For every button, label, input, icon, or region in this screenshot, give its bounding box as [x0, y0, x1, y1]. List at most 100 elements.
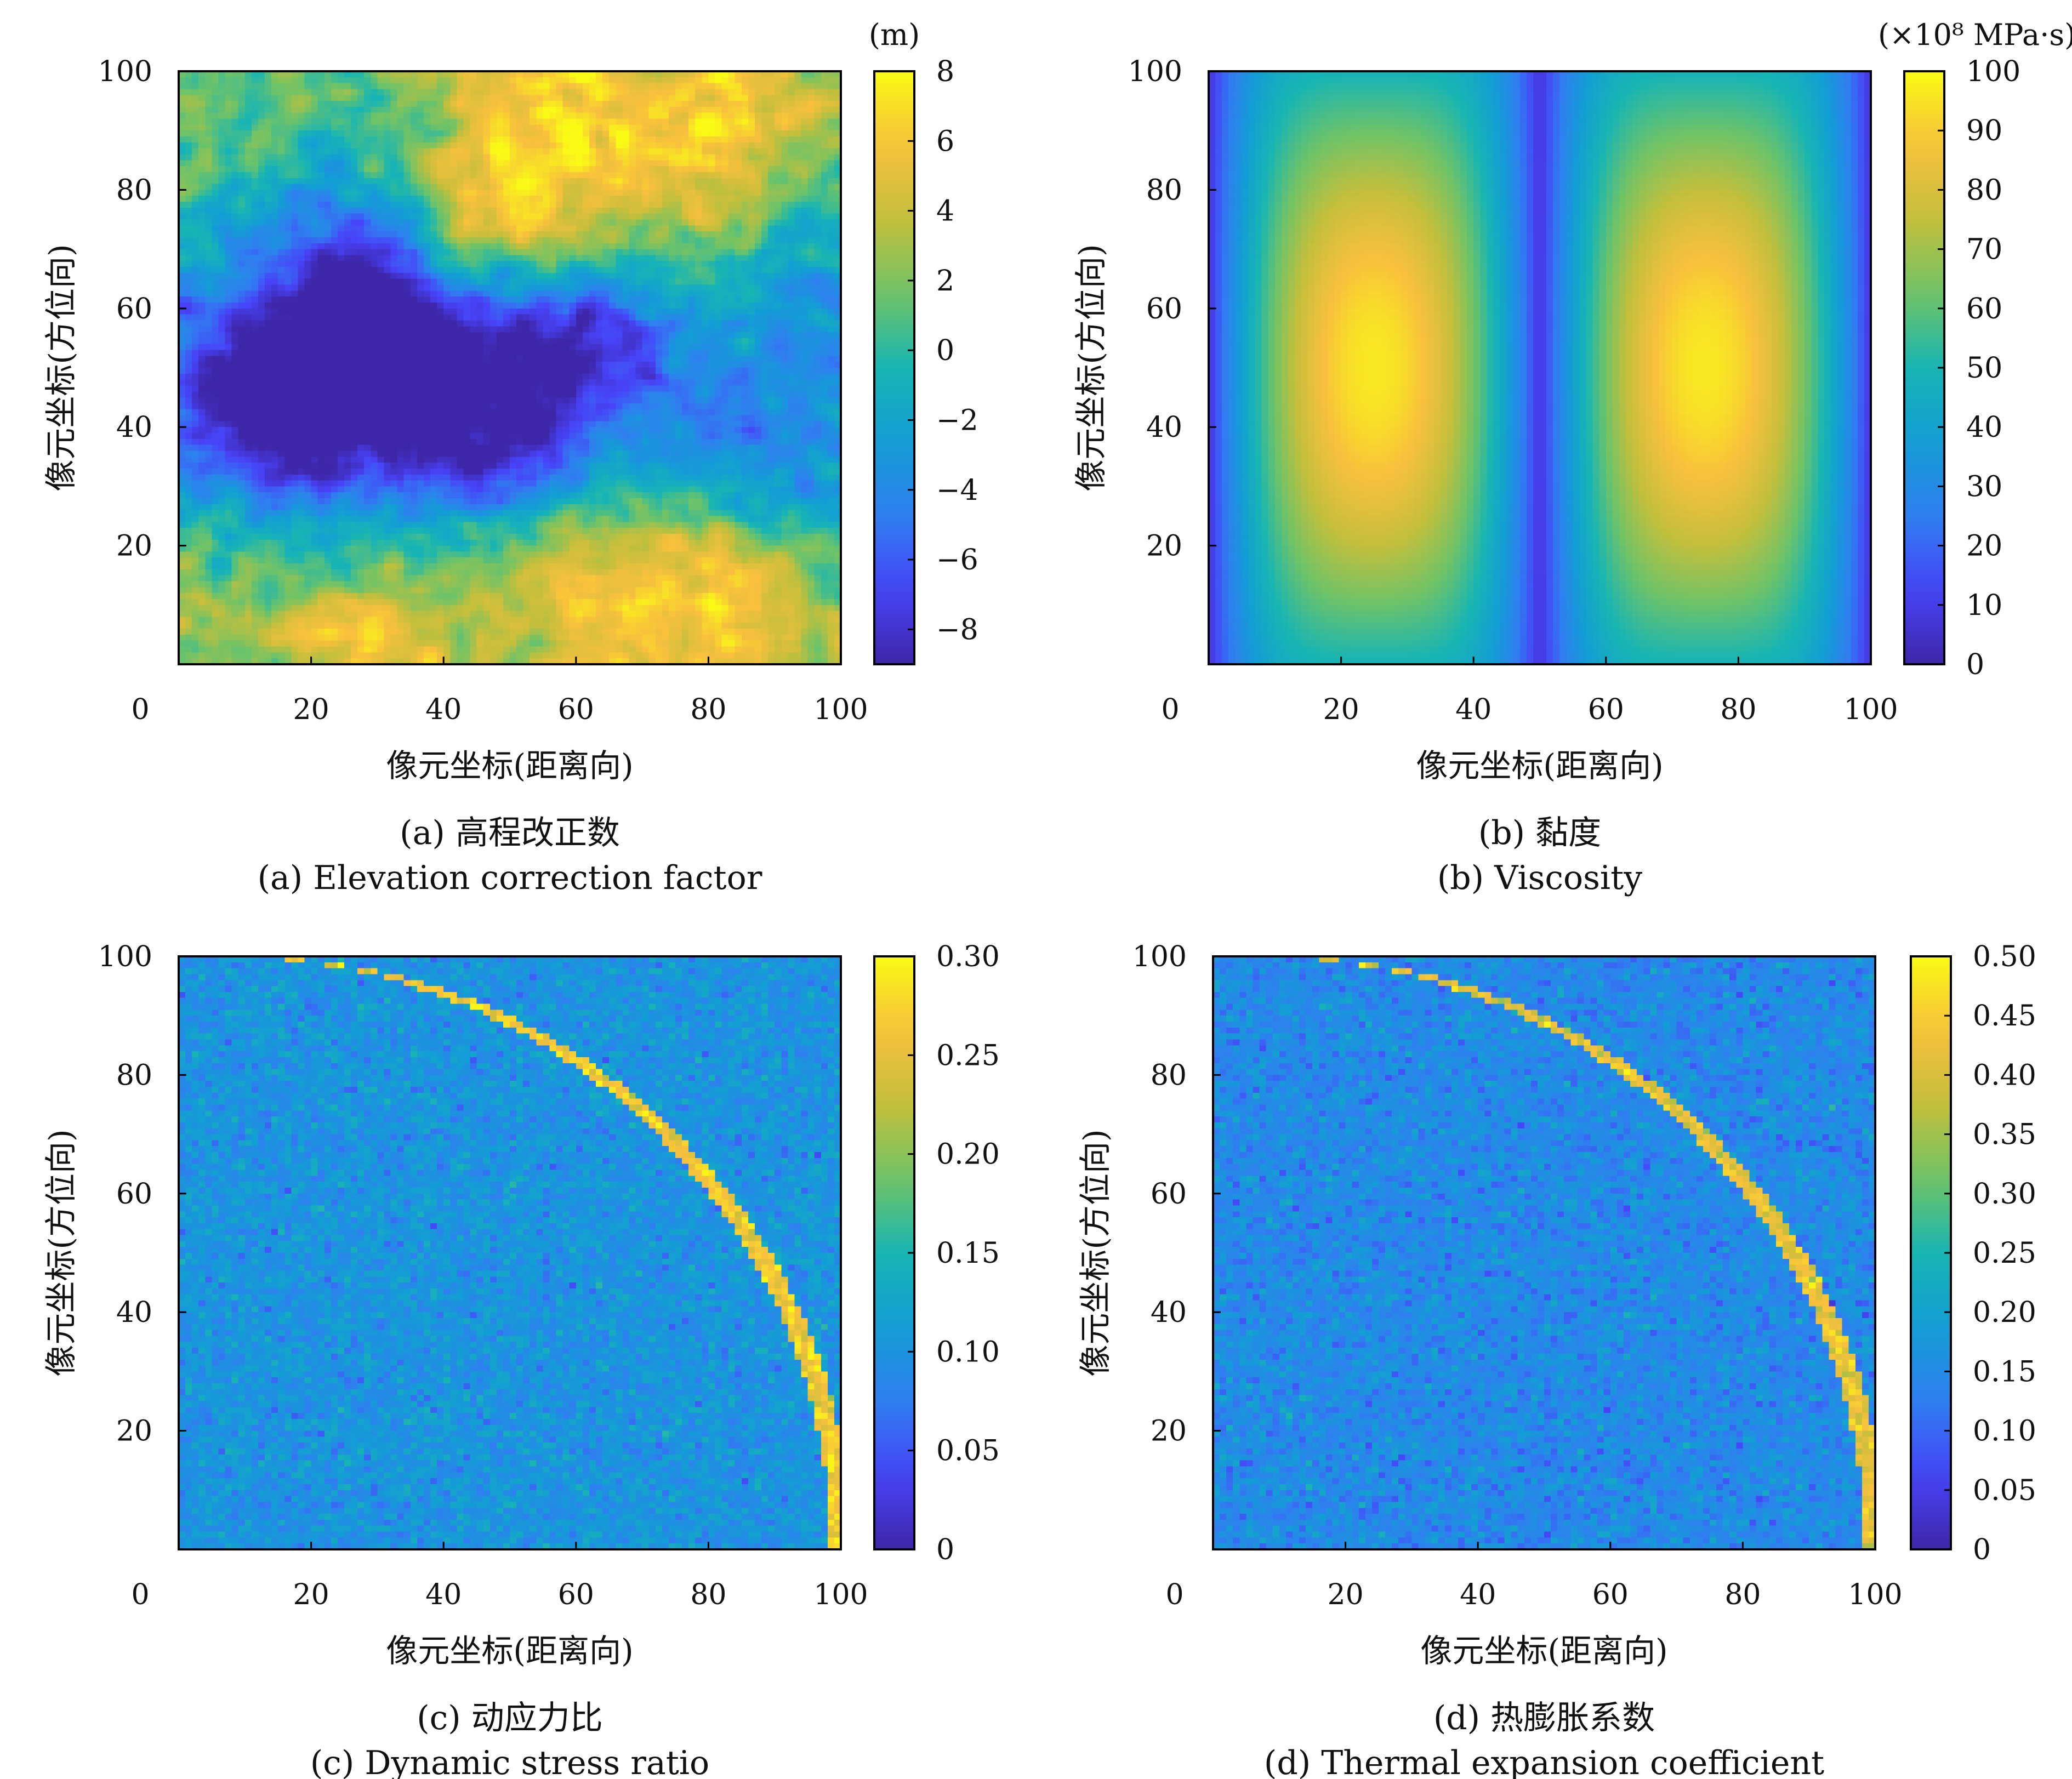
colorbar-tick-label-a: 6 — [936, 125, 954, 158]
x-tick-label-c: 60 — [558, 1578, 594, 1611]
colorbar-tick-label-a: −4 — [936, 474, 978, 507]
x-tick-label-a: 60 — [558, 693, 594, 726]
colorbar-tick-label-c: 0.20 — [936, 1138, 1000, 1171]
colorbar-tick-label-b: 100 — [1966, 55, 2020, 88]
heatmap-image-d — [1213, 956, 1875, 1549]
colorbar-b — [1903, 70, 1945, 665]
y-tick-label-a: 40 — [116, 411, 152, 444]
colorbar-tick-label-d: 0.40 — [1973, 1059, 2036, 1092]
colorbar-tick-label-c: 0.25 — [936, 1039, 1000, 1072]
colorbar-tick-label-d: 0.10 — [1973, 1415, 2036, 1448]
x-tick-label-d: 0 — [1165, 1578, 1183, 1611]
y-tick-label-d: 80 — [1151, 1059, 1187, 1092]
colorbar-tick-label-b: 10 — [1966, 589, 2002, 622]
colorbar-tick-label-b: 50 — [1966, 352, 2002, 385]
colorbar-tick-label-b: 20 — [1966, 530, 2002, 563]
plot-frame-d — [1212, 955, 1876, 1550]
y-tick-label-a: 80 — [116, 174, 152, 207]
y-tick-label-d: 100 — [1132, 940, 1187, 973]
x-tick-label-c: 40 — [425, 1578, 462, 1611]
y-tick-label-a: 60 — [116, 293, 152, 326]
colorbar-tick-label-c: 0.10 — [936, 1336, 1000, 1369]
colorbar-tick-label-b: 80 — [1966, 174, 2002, 207]
chart-panel-a: 0 20 40 60 80 10020406080100像元坐标(距离向)像元坐标(方位向… — [42, 18, 978, 897]
colorbar-tick-label-d: 0 — [1973, 1533, 1991, 1566]
colorbar-tick-label-c: 0.15 — [936, 1237, 1000, 1270]
caption-zh-a: (a) 高程改正数 — [400, 814, 620, 852]
chart-panel-b: 0 20 40 60 80 10020406080100像元坐标(距离向)像元坐标(方位向… — [1072, 18, 2072, 897]
colorbar-tick-label-b: 40 — [1966, 411, 2002, 444]
colorbar-tick-label-b: 0 — [1966, 648, 1984, 681]
colorbar-unit-a: (m) — [869, 18, 920, 52]
x-tick-label-c: 0 — [131, 1578, 149, 1611]
colorbar-tick-label-c: 0 — [936, 1533, 954, 1566]
x-tick-label-d: 20 — [1328, 1578, 1364, 1611]
plot-frame-c — [178, 955, 842, 1550]
colorbar-tick-label-a: 8 — [936, 55, 954, 88]
y-tick-label-d: 20 — [1151, 1415, 1187, 1448]
heatmap-image-a — [179, 71, 841, 664]
y-tick-label-c: 80 — [116, 1059, 152, 1092]
y-tick-label-c: 60 — [116, 1178, 152, 1211]
x-tick-label-d: 40 — [1460, 1578, 1496, 1611]
plot-frame-b — [1208, 70, 1872, 665]
x-tick-label-b: 100 — [1843, 693, 1898, 726]
colorbar-tick-label-a: 4 — [936, 195, 954, 228]
y-axis-title-c: 像元坐标(方位向) — [42, 1129, 79, 1376]
x-tick-label-b: 20 — [1323, 693, 1359, 726]
x-tick-label-b: 0 — [1161, 693, 1179, 726]
charts-group: 0 20 40 60 80 10020406080100像元坐标(距离向)像元坐标(方位向… — [42, 18, 2072, 1779]
y-tick-label-b: 60 — [1146, 293, 1182, 326]
colorbar-unit-b: (×10⁸ MPa·s) — [1878, 18, 2072, 52]
caption-zh-b: (b) 黏度 — [1478, 814, 1601, 852]
colorbar-tick-label-d: 0.15 — [1973, 1355, 2036, 1388]
colorbar-tick-label-b: 30 — [1966, 470, 2002, 503]
y-axis-title-d: 像元坐标(方位向) — [1077, 1129, 1114, 1376]
y-tick-label-a: 20 — [116, 530, 152, 563]
x-tick-label-b: 60 — [1588, 693, 1624, 726]
x-axis-title-a: 像元坐标(距离向) — [386, 747, 633, 784]
x-tick-label-c: 20 — [293, 1578, 329, 1611]
y-tick-label-b: 100 — [1128, 55, 1182, 88]
x-tick-label-d: 100 — [1848, 1578, 1902, 1611]
colorbar-tick-label-a: −8 — [936, 613, 978, 646]
heatmap-image-b — [1209, 71, 1871, 664]
y-tick-label-c: 40 — [116, 1296, 152, 1329]
x-tick-label-a: 40 — [425, 693, 462, 726]
y-tick-label-b: 20 — [1146, 530, 1182, 563]
x-tick-label-a: 80 — [690, 693, 726, 726]
y-tick-label-a: 100 — [98, 55, 152, 88]
colorbar-tick-label-d: 0.35 — [1973, 1119, 2036, 1151]
y-axis-title-b: 像元坐标(方位向) — [1072, 244, 1109, 491]
x-tick-label-a: 0 — [131, 693, 149, 726]
plot-frame-a — [178, 70, 842, 665]
y-tick-label-b: 40 — [1146, 411, 1182, 444]
colorbar-tick-label-a: 2 — [936, 265, 954, 298]
y-tick-label-c: 100 — [98, 940, 152, 973]
y-tick-label-b: 80 — [1146, 174, 1182, 207]
caption-zh-c: (c) 动应力比 — [417, 1699, 603, 1737]
colorbar-tick-label-a: 0 — [936, 334, 954, 367]
colorbar-tick-label-a: −2 — [936, 404, 978, 437]
caption-zh-d: (d) 热膨胀系数 — [1433, 1699, 1655, 1737]
colorbar-tick-label-a: −6 — [936, 544, 978, 577]
colorbar-tick-label-b: 60 — [1966, 293, 2002, 326]
x-tick-label-a: 20 — [293, 693, 329, 726]
x-tick-label-c: 100 — [813, 1578, 868, 1611]
x-tick-label-b: 40 — [1455, 693, 1492, 726]
colorbar-tick-label-b: 90 — [1966, 115, 2002, 147]
colorbar-tick-label-d: 0.50 — [1973, 940, 2036, 973]
x-axis-title-c: 像元坐标(距离向) — [386, 1632, 633, 1669]
x-tick-label-c: 80 — [690, 1578, 726, 1611]
heatmap-image-c — [179, 956, 841, 1549]
colorbar-a — [873, 70, 915, 665]
colorbar-tick-label-d: 0.30 — [1973, 1178, 2036, 1211]
chart-panel-d: 0 20 40 60 80 100 20 40 60 80 100 像元坐标(距离向) 像元坐标(方位向… — [1077, 940, 2036, 1779]
colorbar-tick-label-d: 0.05 — [1973, 1474, 2036, 1507]
caption-en-d: (d) Thermal expansion coefficient — [1264, 1744, 1824, 1779]
colorbar-tick-label-d: 0.45 — [1973, 1000, 2036, 1033]
colorbar-d — [1910, 955, 1952, 1550]
x-tick-label-a: 100 — [813, 693, 868, 726]
chart-panel-c: 0 20 40 60 80 100 20 40 60 80 100 像元坐标(距离向) 像元坐标(方位向… — [42, 940, 1000, 1779]
y-axis-title-a: 像元坐标(方位向) — [42, 244, 79, 491]
